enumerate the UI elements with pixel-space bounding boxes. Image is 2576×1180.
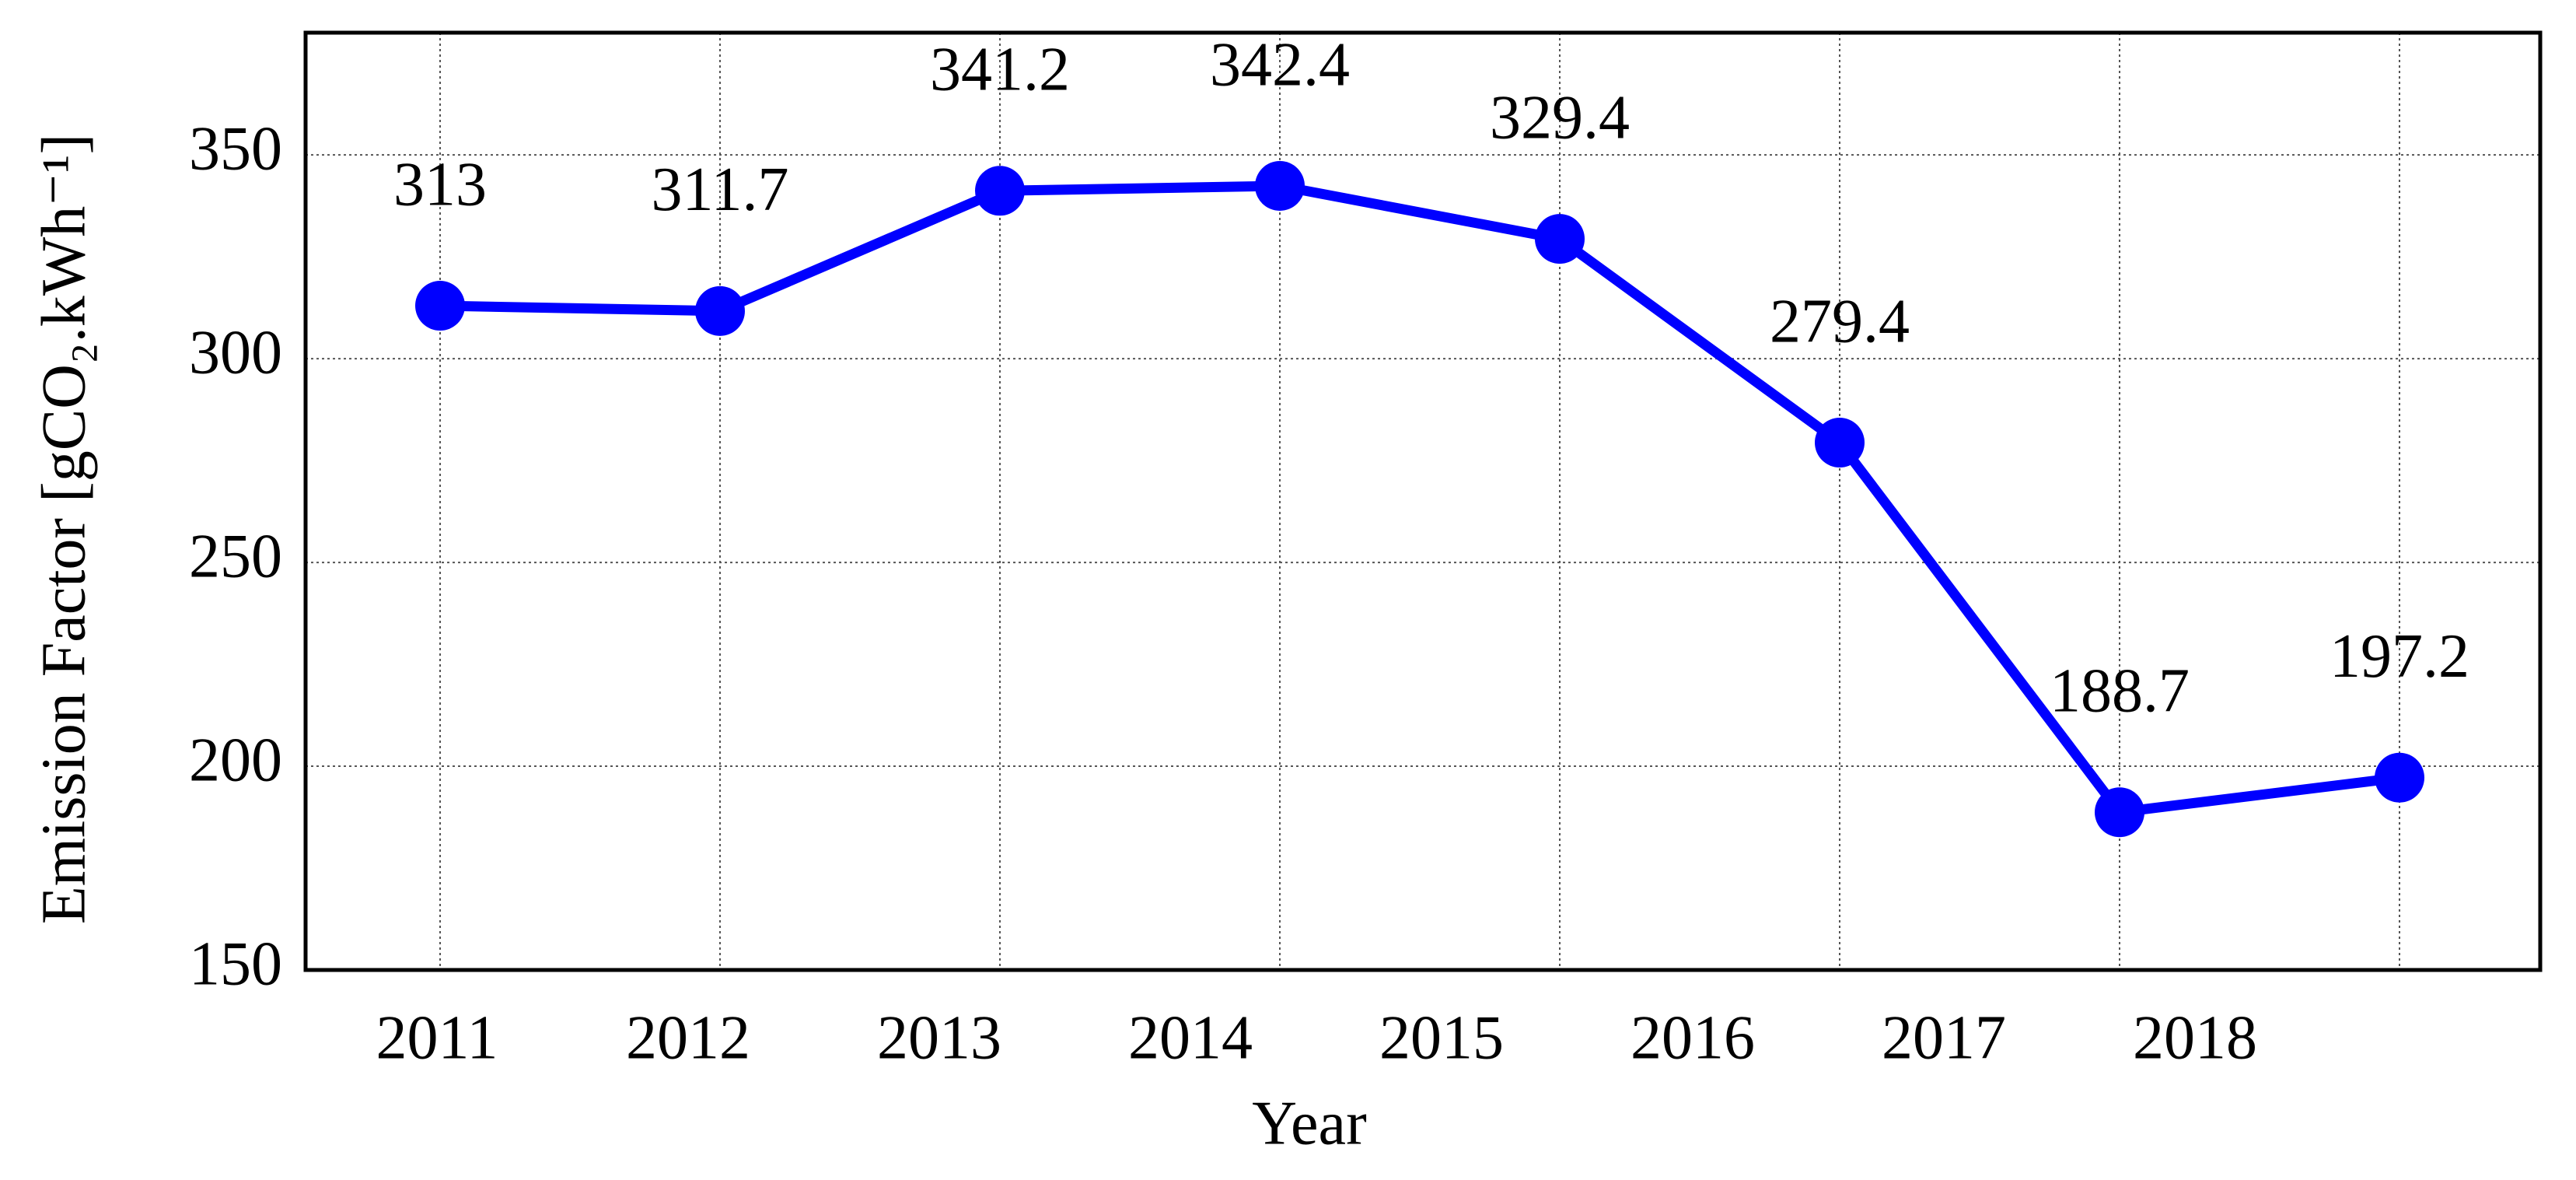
x-tick-label: 2013 bbox=[877, 1003, 1001, 1072]
data-point bbox=[695, 285, 745, 336]
data-point bbox=[2375, 752, 2424, 803]
y-tick-label: 250 bbox=[189, 522, 282, 590]
data-point bbox=[415, 281, 465, 331]
data-label: 197.2 bbox=[2330, 622, 2469, 691]
x-tick-label: 2017 bbox=[1882, 1003, 2006, 1072]
data-point bbox=[975, 166, 1025, 216]
data-label: 313 bbox=[393, 150, 487, 219]
x-tick-label: 2014 bbox=[1128, 1003, 1253, 1072]
x-tick-label: 2018 bbox=[2133, 1003, 2257, 1072]
x-tick-label: 2011 bbox=[376, 1003, 498, 1072]
y-tick-label: 350 bbox=[189, 115, 282, 184]
x-axis-title: Year bbox=[1252, 1089, 1366, 1157]
data-label: 311.7 bbox=[651, 156, 788, 224]
data-label: 279.4 bbox=[1770, 287, 1910, 355]
x-tick-label: 2016 bbox=[1631, 1003, 1755, 1072]
series-line bbox=[439, 180, 2400, 818]
data-point bbox=[1815, 418, 1865, 468]
y-tick-label: 300 bbox=[189, 318, 282, 387]
y-tick-label: 150 bbox=[189, 930, 282, 998]
data-label: 342.4 bbox=[1210, 30, 1350, 99]
data-point bbox=[2095, 787, 2144, 838]
plot-frame bbox=[303, 30, 2543, 972]
data-label: 188.7 bbox=[2050, 657, 2190, 726]
plot-marks bbox=[415, 160, 2424, 838]
x-tick-label: 2012 bbox=[626, 1003, 750, 1072]
y-axis-title: Emission Factor [gCO₂.kWh⁻¹] bbox=[30, 134, 98, 924]
y-tick-label: 200 bbox=[189, 726, 282, 794]
data-label: 329.4 bbox=[1490, 83, 1630, 152]
data-point bbox=[1535, 214, 1585, 264]
data-point bbox=[1255, 160, 1305, 211]
x-tick-label: 2015 bbox=[1379, 1003, 1504, 1072]
data-label: 341.2 bbox=[930, 36, 1070, 104]
